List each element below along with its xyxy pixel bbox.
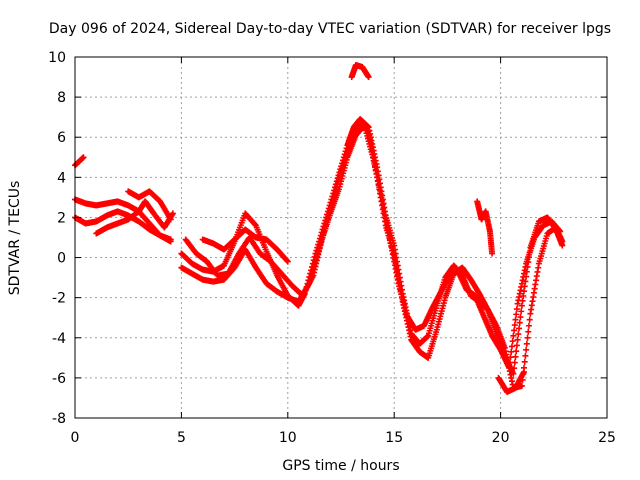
series-trace-c bbox=[72, 208, 174, 243]
x-axis-label: GPS time / hours bbox=[282, 458, 399, 474]
axis-ticks: 0 5 10 15 20 25 -8 -6 -4 -2 0 2 4 6 8 10 bbox=[48, 50, 616, 446]
data-point bbox=[283, 257, 290, 264]
data-point bbox=[489, 250, 496, 257]
data-point bbox=[515, 331, 522, 338]
y-tick-label: 10 bbox=[48, 50, 66, 66]
data-point bbox=[514, 336, 521, 343]
data-point bbox=[508, 343, 515, 350]
data-point bbox=[513, 342, 520, 349]
x-tick-label: 10 bbox=[279, 430, 297, 446]
data-point bbox=[169, 210, 176, 217]
data-point bbox=[512, 316, 519, 323]
series-trace-i bbox=[199, 226, 291, 265]
x-tick-label: 0 bbox=[71, 430, 80, 446]
data-point bbox=[526, 316, 533, 323]
y-tick-label: 2 bbox=[57, 210, 66, 226]
y-axis-label: SDTVAR / TECUs bbox=[7, 181, 23, 296]
y-tick-label: -2 bbox=[52, 291, 66, 307]
data-point bbox=[167, 236, 174, 243]
data-point bbox=[506, 359, 513, 366]
series-trace-h bbox=[182, 122, 564, 371]
y-tick-label: 8 bbox=[57, 90, 66, 106]
data-point bbox=[522, 352, 529, 359]
x-tick-label: 25 bbox=[598, 430, 616, 446]
data-point bbox=[524, 334, 531, 341]
series-trace-j bbox=[348, 62, 372, 81]
y-tick-label: 0 bbox=[57, 251, 66, 267]
data-point bbox=[284, 258, 291, 265]
data-points bbox=[72, 62, 566, 395]
data-point bbox=[517, 314, 524, 321]
data-point bbox=[506, 364, 513, 371]
data-point bbox=[510, 332, 517, 339]
data-point bbox=[507, 354, 514, 361]
grid-lines bbox=[75, 57, 607, 418]
x-tick-label: 20 bbox=[492, 430, 510, 446]
y-tick-label: 4 bbox=[57, 170, 66, 186]
y-tick-label: -6 bbox=[52, 371, 66, 387]
data-point bbox=[509, 338, 516, 345]
data-point bbox=[365, 74, 372, 81]
data-point bbox=[167, 216, 174, 223]
data-point bbox=[523, 346, 530, 353]
chart-title: Day 096 of 2024, Sidereal Day-to-day VTE… bbox=[49, 21, 611, 37]
plot-border bbox=[74, 56, 608, 419]
data-point bbox=[513, 306, 520, 313]
data-point bbox=[511, 322, 518, 329]
data-point bbox=[559, 238, 566, 245]
series-trace-d bbox=[93, 198, 176, 237]
data-point bbox=[521, 358, 528, 365]
data-point bbox=[525, 322, 532, 329]
x-tick-label: 15 bbox=[385, 430, 403, 446]
y-tick-label: 6 bbox=[57, 130, 66, 146]
data-point bbox=[511, 327, 518, 334]
series-trace-a bbox=[72, 154, 87, 169]
data-point bbox=[518, 308, 525, 315]
series-trace-k bbox=[474, 198, 496, 257]
data-point bbox=[513, 311, 520, 318]
data-point bbox=[251, 221, 258, 228]
data-point bbox=[516, 319, 523, 326]
y-tick-label: -4 bbox=[52, 331, 66, 347]
data-point bbox=[523, 340, 530, 347]
x-tick-label: 5 bbox=[177, 430, 186, 446]
data-point bbox=[80, 154, 87, 161]
data-point bbox=[508, 348, 515, 355]
data-point bbox=[557, 228, 564, 235]
data-point bbox=[521, 368, 528, 375]
data-point bbox=[516, 325, 523, 332]
series-trace-l bbox=[495, 368, 528, 395]
y-tick-label: -8 bbox=[52, 411, 66, 427]
series-trace-e bbox=[125, 188, 174, 223]
data-point bbox=[525, 328, 532, 335]
